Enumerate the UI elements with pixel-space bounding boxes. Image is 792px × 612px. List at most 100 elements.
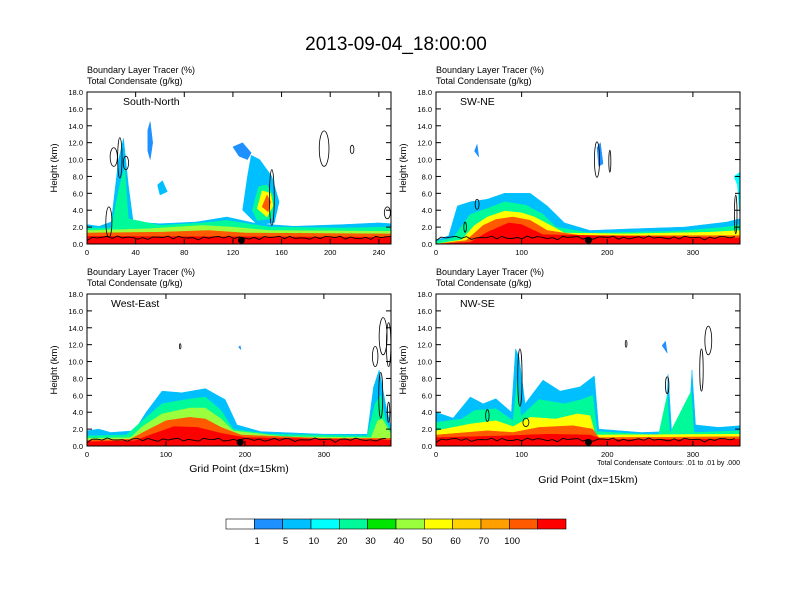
location-marker [584,438,592,446]
condensate-contour [372,345,379,368]
y-tick-label: 10.0 [417,156,432,165]
x-tick-label: 0 [434,248,438,257]
y-tick-label: 4.0 [422,206,432,215]
panel-label: NW-SE [460,298,495,310]
colorbar-swatch [424,518,453,530]
y-tick-label: 10.0 [68,156,83,165]
location-marker [237,236,245,244]
condensate-contour [485,409,490,422]
y-tick-label: 0.0 [73,240,83,249]
plot-frame [86,293,392,447]
colorbar-swatch [225,518,255,530]
panel-subtitle: Total Condensate (g/kg) [436,76,532,86]
tracer-region [232,142,252,160]
y-tick-label: 10.0 [68,358,83,367]
panel-label: West-East [111,298,159,310]
x-tick-label: 80 [180,248,188,257]
y-tick-label: 18.0 [68,290,83,299]
y-tick-label: 8.0 [73,172,83,181]
colorbar-swatch [537,518,567,530]
tracer-fill [87,121,391,244]
condensate-contour [594,141,600,178]
x-tick-label: 200 [324,248,337,257]
y-tick-label: 16.0 [417,307,432,316]
y-tick-label: 0.0 [73,442,83,451]
colorbar-swatch [310,518,340,530]
x-tick-label: 100 [515,248,528,257]
y-tick-label: 2.0 [73,425,83,434]
y-tick-label: 6.0 [73,189,83,198]
x-tick-label: 300 [687,248,700,257]
tracer-region [87,426,391,446]
panel-label: SW-NE [460,96,495,108]
condensate-contour [704,325,713,356]
y-tick-label: 18.0 [417,88,432,97]
x-tick-label: 40 [131,248,139,257]
x-tick-label: 300 [318,450,331,459]
y-tick-label: 12.0 [68,341,83,350]
panel-subtitle: Boundary Layer Tracer (%) [436,65,544,75]
y-tick-label: 16.0 [417,105,432,114]
panel-subtitle: Boundary Layer Tracer (%) [436,267,544,277]
colorbar-swatch [254,518,283,530]
colorbar-swatch [282,518,312,530]
colorbar-label: 70 [479,536,490,547]
colorbar-label: 20 [337,536,348,547]
x-tick-label: 120 [227,248,240,257]
y-tick-label: 12.0 [417,139,432,148]
x-tick-label: 200 [601,248,614,257]
y-axis-label: Height (km) [49,143,60,192]
x-tick-label: 160 [275,248,288,257]
condensate-contour [517,348,523,407]
y-tick-label: 0.0 [422,240,432,249]
condensate-contour [474,198,480,210]
y-tick-label: 10.0 [417,358,432,367]
y-tick-label: 16.0 [68,307,83,316]
condensate-contour [665,376,670,395]
condensate-contour [122,155,129,171]
plot-area [87,92,391,244]
condensate-contour [383,206,391,220]
y-tick-label: 8.0 [73,374,83,383]
panel-label: South-North [123,96,180,108]
tracer-region [661,340,668,354]
colorbar-label: 10 [309,536,320,547]
colorbar-swatch [339,518,368,530]
tracer-region [474,144,480,158]
y-tick-label: 18.0 [68,88,83,97]
colorbar-label: 5 [283,536,288,547]
x-tick-label: 0 [434,450,438,459]
x-tick-label: 0 [85,248,89,257]
x-axis-label: Grid Point (dx=15km) [189,463,289,475]
condensate-contour [318,130,330,167]
condensate-contour [522,417,530,427]
terrain-line [436,437,736,443]
y-tick-label: 12.0 [68,139,83,148]
condensate-contour [105,206,113,238]
terrain-line [87,235,391,241]
x-tick-label: 100 [515,450,528,459]
y-tick-label: 6.0 [422,391,432,400]
tracer-fill [436,325,740,446]
panel-south-north: Boundary Layer Tracer (%)Total Condensat… [49,65,392,257]
y-tick-label: 18.0 [417,290,432,299]
x-tick-label: 200 [601,450,614,459]
y-tick-label: 0.0 [422,442,432,451]
x-tick-label: 100 [160,450,173,459]
location-marker [236,438,244,446]
terrain-line [87,437,386,443]
y-tick-label: 4.0 [422,408,432,417]
colorbar-label: 50 [422,536,433,547]
condensate-contour [699,348,704,392]
panels: Boundary Layer Tracer (%)Total Condensat… [49,65,741,486]
colorbar-swatch [509,518,538,530]
condensate-contour [608,149,612,173]
figure-title: 2013-09-04_18:00:00 [305,34,487,55]
tracer-region [733,171,740,219]
condensate-contour [463,221,467,233]
plot-area [87,294,391,446]
panel-subtitle: Total Condensate (g/kg) [87,76,183,86]
colorbar-label: 60 [450,536,461,547]
y-tick-label: 4.0 [73,408,83,417]
x-tick-label: 0 [85,450,89,459]
